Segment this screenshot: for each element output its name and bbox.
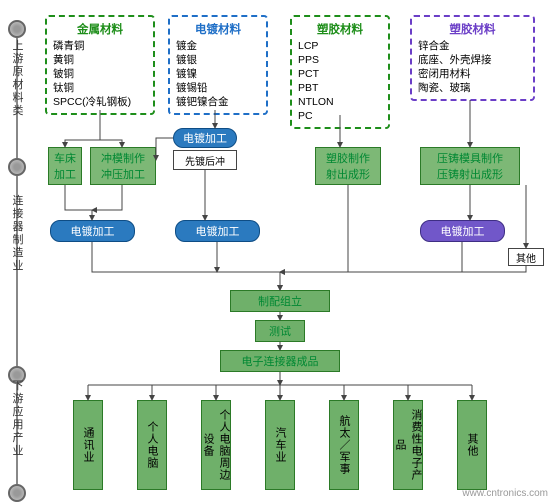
- mat-item: 黄铜: [53, 53, 147, 67]
- rail-node-1: [8, 20, 26, 38]
- mat-item: PPS: [298, 53, 382, 67]
- app-box: 个人电脑: [137, 400, 167, 490]
- mat-box-plating: 电镀材料 镀金镀银镀镍镀锡铅镀钯镍合金: [168, 15, 268, 115]
- box-diecast: 压铸模具制作 压铸射出成形: [420, 147, 520, 185]
- mat-items-metal: 磷青铜黄铜铍铜钛铜SPCC(冷轧钢板): [53, 39, 147, 109]
- app-box: 其他: [457, 400, 487, 490]
- side-label-upstream: 上游原材料类: [10, 40, 26, 118]
- box-other: 其他: [508, 248, 544, 266]
- rail-node-4: [8, 484, 26, 502]
- box-test: 测试: [255, 320, 305, 342]
- mat-box-metal: 金属材料 磷青铜黄铜铍铜钛铜SPCC(冷轧钢板): [45, 15, 155, 115]
- app-box: 汽车业: [265, 400, 295, 490]
- box-ep1: 电镀加工: [50, 220, 135, 242]
- mat-items-plastic1: LCPPPSPCTPBTNTLONPC: [298, 39, 382, 123]
- box-stamp: 冲模制作 冲压加工: [90, 147, 156, 185]
- mat-item: 磷青铜: [53, 39, 147, 53]
- mat-item: 镀金: [176, 39, 260, 53]
- mat-item: NTLON: [298, 95, 382, 109]
- mat-title-plastic2: 塑胶材料: [418, 21, 527, 37]
- app-box: 通讯业: [73, 400, 103, 490]
- rail-node-2: [8, 158, 26, 176]
- box-final: 电子连接器成品: [220, 350, 340, 372]
- mat-item: 底座、外壳焊接: [418, 53, 527, 67]
- box-ep3: 电镀加工: [420, 220, 505, 242]
- app-box: 航太／军事: [329, 400, 359, 490]
- mat-item: PC: [298, 109, 382, 123]
- mat-item: 陶瓷、玻璃: [418, 81, 527, 95]
- watermark: www.cntronics.com: [462, 488, 548, 499]
- mat-item: 密闭用材料: [418, 67, 527, 81]
- diagram-container: 上游原材料类 连接器制造业 下游应用产业 金属材料 磷青铜黄铜铍铜钛铜SPCC(…: [0, 0, 554, 503]
- mat-items-plating: 镀金镀银镀镍镀锡铅镀钯镍合金: [176, 39, 260, 109]
- mat-title-metal: 金属材料: [53, 21, 147, 37]
- mat-item: 钛铜: [53, 81, 147, 95]
- mat-item: PCT: [298, 67, 382, 81]
- side-label-mid: 连接器制造业: [10, 195, 26, 273]
- mat-box-plastic2: 塑胶材料 锌合金底座、外壳焊接密闭用材料陶瓷、玻璃: [410, 15, 535, 101]
- box-mold: 塑胶制作 射出成形: [315, 147, 381, 185]
- box-assembly: 制配组立: [230, 290, 330, 312]
- mat-item: 镀镍: [176, 67, 260, 81]
- mat-title-plastic1: 塑胶材料: [298, 21, 382, 37]
- box-electroplate-proc: 电镀加工: [173, 128, 237, 148]
- mat-item: 锌合金: [418, 39, 527, 53]
- mat-item: 镀钯镍合金: [176, 95, 260, 109]
- mat-item: PBT: [298, 81, 382, 95]
- box-eplate-sub: 先镀后冲: [173, 150, 237, 170]
- box-lathe: 车床 加工: [48, 147, 82, 185]
- mat-item: SPCC(冷轧钢板): [53, 95, 147, 109]
- mat-items-plastic2: 锌合金底座、外壳焊接密闭用材料陶瓷、玻璃: [418, 39, 527, 95]
- box-ep2: 电镀加工: [175, 220, 260, 242]
- mat-title-plating: 电镀材料: [176, 21, 260, 37]
- mat-item: LCP: [298, 39, 382, 53]
- side-label-downstream: 下游应用产业: [10, 380, 26, 458]
- mat-item: 镀锡铅: [176, 81, 260, 95]
- mat-box-plastic1: 塑胶材料 LCPPPSPCTPBTNTLONPC: [290, 15, 390, 129]
- mat-item: 铍铜: [53, 67, 147, 81]
- app-box: 消费性电子产品: [393, 400, 423, 490]
- app-box: 个人电脑周边设备: [201, 400, 231, 490]
- mat-item: 镀银: [176, 53, 260, 67]
